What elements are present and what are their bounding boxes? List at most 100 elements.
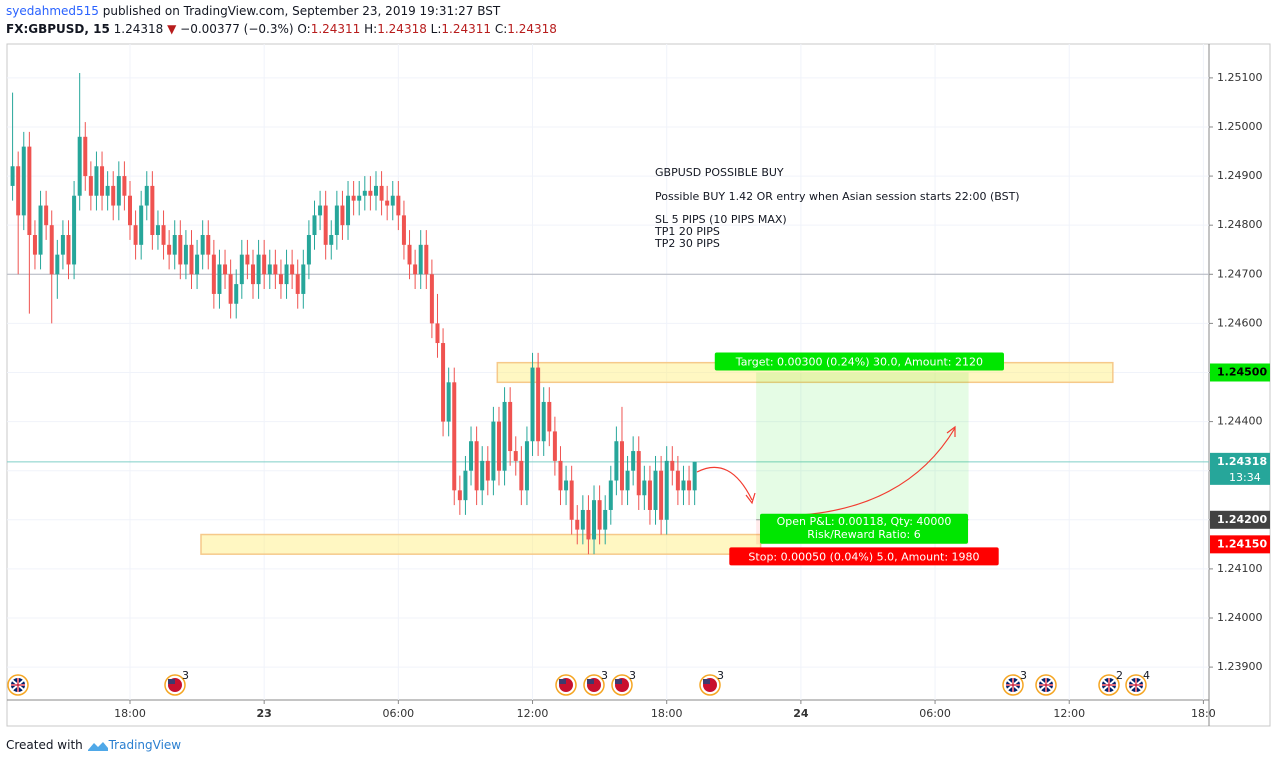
candle-body — [60, 235, 65, 255]
event-flag — [1006, 678, 1020, 692]
candle-body — [362, 190, 367, 196]
candle-body — [83, 136, 88, 177]
candle-body — [323, 205, 328, 245]
event-flag — [168, 679, 175, 684]
candle-body — [105, 185, 110, 196]
candle-body — [100, 166, 105, 196]
event-flag — [559, 679, 566, 684]
candle-body — [77, 136, 82, 196]
candle-body — [150, 185, 155, 236]
label-text: Stop: 0.00050 (0.04%) 5.0, Amount: 1980 — [748, 550, 979, 563]
candle-body — [401, 215, 406, 245]
candle-body — [94, 166, 99, 196]
x-tick-label: 18:0 — [1191, 707, 1216, 720]
candle-body — [318, 205, 323, 216]
y-tick-label: 1.24800 — [1217, 218, 1263, 231]
candle-body — [597, 500, 602, 530]
brand[interactable]: TradingView — [108, 738, 182, 752]
candle-body — [133, 225, 138, 245]
x-tick-label: 24 — [793, 707, 809, 720]
candle-body — [647, 480, 652, 510]
candle-body — [575, 519, 580, 530]
annotation: Possible BUY 1.42 OR entry when Asian se… — [655, 190, 1020, 203]
candle-body — [301, 264, 306, 294]
candle-body — [139, 205, 144, 245]
frame — [6, 43, 1271, 727]
candle-body — [290, 264, 295, 275]
candle-body — [429, 274, 434, 324]
candle-body — [519, 460, 524, 491]
candle-body — [469, 441, 474, 471]
user[interactable]: syedahmed515 — [6, 4, 99, 18]
candle-body — [127, 195, 132, 226]
candle-body — [234, 284, 239, 304]
y-tick-label: 1.24000 — [1217, 611, 1263, 624]
c: 1.24318 — [507, 22, 557, 36]
candle-body — [385, 200, 390, 206]
h-label: H: — [364, 22, 378, 36]
x-tick-label: 18:00 — [114, 707, 146, 720]
candle-body — [284, 264, 289, 285]
candle-body — [524, 441, 529, 491]
candle-body — [351, 195, 356, 201]
candle-body — [273, 264, 278, 275]
o-label: O: — [297, 22, 311, 36]
annotation: SL 5 PIPS (10 PIPS MAX) — [655, 213, 787, 226]
candle-body — [32, 235, 37, 255]
footer: Created with TradingView — [6, 738, 181, 752]
candle-body — [223, 264, 228, 275]
candle-body — [413, 264, 418, 275]
arrow — [696, 466, 753, 501]
candle-body — [457, 490, 462, 501]
candle-body — [38, 205, 43, 255]
candle-body — [474, 441, 479, 491]
logo — [87, 741, 108, 751]
y-tick-label: 1.24400 — [1217, 415, 1263, 428]
event-flag — [703, 679, 710, 684]
x-tick-label: 06:00 — [919, 707, 951, 720]
candle-body — [21, 146, 26, 216]
candle-body — [256, 254, 261, 285]
candle-body — [334, 205, 339, 236]
last: 1.24318 — [113, 22, 164, 36]
candle-body — [250, 264, 255, 285]
candle-body — [262, 254, 267, 275]
candle-body — [485, 460, 490, 481]
published: published on TradingView.com, September … — [98, 4, 501, 18]
candle-body — [619, 441, 624, 491]
event-count: 3 — [182, 669, 189, 682]
candle-body — [435, 323, 440, 344]
price-label — [1210, 510, 1270, 529]
candle-body — [379, 185, 384, 201]
candle-body — [569, 480, 574, 520]
candle-body — [513, 451, 518, 461]
candle-body — [306, 235, 311, 265]
candle-body — [245, 254, 250, 265]
candle-body — [541, 401, 546, 442]
candle-body — [228, 274, 233, 304]
h: 1.24318 — [377, 22, 427, 36]
candle-body — [111, 185, 116, 206]
event-count: 3 — [1020, 669, 1027, 682]
event-count: 2 — [1116, 669, 1123, 682]
candle-body — [16, 166, 21, 216]
chart: 1.25100 1.25000 1.24900 1.24800 1.24700 1.246… — [6, 43, 1271, 727]
arrow-head — [745, 492, 756, 505]
event-flag — [615, 679, 622, 684]
event-flag — [1102, 678, 1116, 692]
candle-body — [357, 195, 362, 201]
label-box — [729, 547, 999, 566]
candle-body — [295, 274, 300, 294]
y-tick-label: 1.24700 — [1217, 267, 1263, 280]
candle-body — [614, 441, 619, 481]
candle-body — [278, 274, 283, 285]
candle-body — [530, 367, 535, 442]
event-count: 3 — [629, 669, 636, 682]
zone — [200, 533, 762, 555]
candle-body — [167, 244, 172, 255]
candle-body — [491, 421, 496, 481]
annotation: TP2 30 PIPS — [654, 237, 720, 250]
candle-body — [642, 480, 647, 496]
price-label-text: 1.24150 — [1217, 537, 1267, 550]
